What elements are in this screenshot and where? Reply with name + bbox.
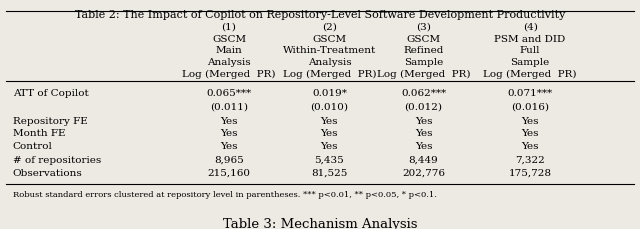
Text: (0.010): (0.010) [310,102,348,111]
Text: Within-Treatment: Within-Treatment [283,46,376,55]
Text: GSCM: GSCM [406,35,440,44]
Text: Yes: Yes [321,129,338,138]
Text: Main: Main [216,46,243,55]
Text: Table 3: Mechanism Analysis: Table 3: Mechanism Analysis [223,217,417,229]
Text: Month FE: Month FE [13,129,65,138]
Text: Log (Merged  PR): Log (Merged PR) [483,69,577,79]
Text: 8,449: 8,449 [408,155,438,164]
Text: (1): (1) [221,23,237,32]
Text: Yes: Yes [321,142,338,150]
Text: Yes: Yes [220,116,238,125]
Text: (4): (4) [523,23,538,32]
Text: (3): (3) [416,23,431,32]
Text: 8,965: 8,965 [214,155,244,164]
Text: Yes: Yes [415,129,432,138]
Text: Log (Merged  PR): Log (Merged PR) [182,69,276,79]
Text: (0.016): (0.016) [511,102,549,111]
Text: Repository FE: Repository FE [13,116,88,125]
Text: Sample: Sample [511,58,550,67]
Text: 175,728: 175,728 [509,168,552,177]
Text: Yes: Yes [415,142,432,150]
Text: (0.012): (0.012) [404,102,442,111]
Text: 5,435: 5,435 [314,155,344,164]
Text: Yes: Yes [522,129,539,138]
Text: GSCM: GSCM [212,35,246,44]
Text: Analysis: Analysis [207,58,251,67]
Text: 0.071***: 0.071*** [508,89,553,98]
Text: Observations: Observations [13,168,83,177]
Text: Yes: Yes [321,116,338,125]
Text: Refined: Refined [403,46,444,55]
Text: (2): (2) [322,23,337,32]
Text: 7,322: 7,322 [515,155,545,164]
Text: (0.011): (0.011) [210,102,248,111]
Text: Control: Control [13,142,52,150]
Text: 81,525: 81,525 [311,168,348,177]
Text: Sample: Sample [404,58,443,67]
Text: Yes: Yes [220,129,238,138]
Text: Yes: Yes [522,142,539,150]
Text: ATT of Copilot: ATT of Copilot [13,89,88,98]
Text: Analysis: Analysis [308,58,351,67]
Text: Log (Merged  PR): Log (Merged PR) [283,69,376,79]
Text: Yes: Yes [415,116,432,125]
Text: Yes: Yes [522,116,539,125]
Text: PSM and DID: PSM and DID [495,35,566,44]
Text: 215,160: 215,160 [207,168,250,177]
Text: Table 2: The Impact of Copilot on Repository-Level Software Development Producti: Table 2: The Impact of Copilot on Reposi… [75,10,565,20]
Text: Log (Merged  PR): Log (Merged PR) [377,69,470,79]
Text: 202,776: 202,776 [402,168,445,177]
Text: Yes: Yes [220,142,238,150]
Text: 0.062***: 0.062*** [401,89,446,98]
Text: 0.019*: 0.019* [312,89,347,98]
Text: Robust standard errors clustered at repository level in parentheses. *** p<0.01,: Robust standard errors clustered at repo… [13,190,436,198]
Text: # of repositories: # of repositories [13,155,101,164]
Text: Full: Full [520,46,540,55]
Text: 0.065***: 0.065*** [207,89,252,98]
Text: GSCM: GSCM [312,35,346,44]
